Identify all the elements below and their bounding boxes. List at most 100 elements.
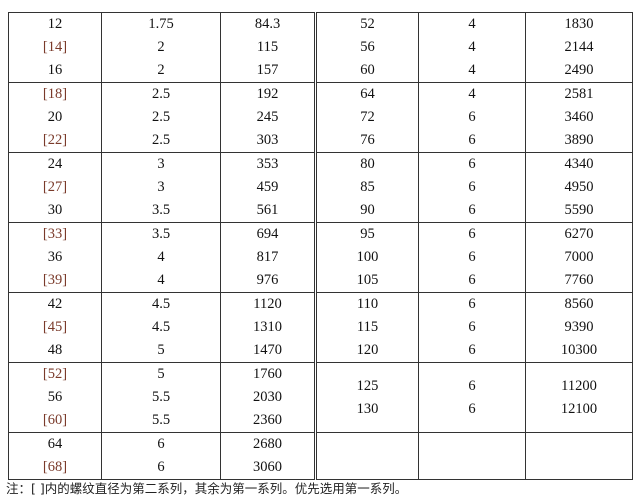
- pitch-value: 4: [468, 39, 476, 55]
- pitch-value: 3: [157, 179, 165, 195]
- pitch-value: 6: [468, 156, 476, 172]
- left-load-cell: 1120 1310 1470: [220, 292, 317, 363]
- right-load-cell: 11200 12100: [525, 362, 633, 433]
- left-pitch-cell: 2.5 2.5 2.5: [101, 82, 221, 153]
- right-load-cell: 2581 3460 3890: [525, 82, 633, 153]
- pitch-value: 1.75: [148, 16, 174, 32]
- pitch-value: 6: [468, 202, 476, 218]
- pitch-value: 6: [157, 436, 165, 452]
- diameter-value: 95: [360, 226, 375, 242]
- load-value: 2360: [253, 412, 282, 428]
- left-load-cell: 84.3 115 157: [220, 12, 317, 83]
- load-value: 9390: [564, 319, 594, 335]
- load-value: 115: [256, 39, 279, 55]
- diameter-value: [45]: [42, 319, 68, 335]
- pitch-value: 6: [468, 400, 476, 417]
- pitch-value: 3: [157, 156, 165, 172]
- diameter-value: 42: [47, 296, 63, 312]
- left-load-cell: 2680 3060: [220, 432, 317, 480]
- pitch-value: 2.5: [151, 132, 171, 148]
- right-pitch-cell: [418, 432, 526, 480]
- pitch-value: 4: [468, 16, 476, 32]
- diameter-value: 80: [360, 156, 375, 172]
- pitch-value: 2.5: [151, 86, 171, 102]
- load-value: 459: [256, 179, 279, 195]
- table-row-group: [18] 20 [22] 2.5 2.5 2.5 192 245 303 64 72 76 4 6 6 258…: [8, 82, 633, 153]
- diameter-value: 110: [356, 296, 379, 312]
- table-row-group: [33] 36 [39] 3.5 4 4 694 817 976 95 100 105 6 6 6 6270 7…: [8, 222, 633, 293]
- load-value: 1760: [253, 366, 282, 382]
- load-value: 3890: [564, 132, 594, 148]
- pitch-value: 6: [468, 132, 476, 148]
- pitch-value: 6: [468, 249, 476, 265]
- load-value: 2490: [564, 62, 594, 78]
- left-load-cell: 353 459 561: [220, 152, 317, 223]
- right-load-cell: 4340 4950 5590: [525, 152, 633, 223]
- load-value: 817: [256, 249, 279, 265]
- thread-data-table: 12 [14] 16 1.75 2 2 84.3 115 157 52 56 60 4 4 4 1830 214…: [8, 12, 633, 480]
- load-value: 84.3: [254, 16, 281, 32]
- left-load-cell: 192 245 303: [220, 82, 317, 153]
- table-row-group: 42 [45] 48 4.5 4.5 5 1120 1310 1470 110 115 120 6 6 6 8…: [8, 292, 633, 363]
- right-diameter-cell: 125 130: [315, 362, 419, 433]
- load-value: 10300: [560, 342, 598, 358]
- right-diameter-cell: 95 100 105: [315, 222, 419, 293]
- diameter-value: [33]: [42, 226, 68, 242]
- left-diameter-cell: [18] 20 [22]: [8, 82, 102, 153]
- table-row-group: 64 [68] 6 6 2680 3060: [8, 432, 633, 480]
- left-pitch-cell: 4.5 4.5 5: [101, 292, 221, 363]
- load-value: 561: [256, 202, 279, 218]
- right-diameter-cell: [315, 432, 419, 480]
- load-value: 303: [256, 132, 279, 148]
- diameter-value: 130: [356, 400, 379, 417]
- pitch-value: 6: [157, 459, 165, 475]
- diameter-value: [60]: [42, 412, 68, 428]
- pitch-value: 5.5: [151, 412, 171, 428]
- left-diameter-cell: 12 [14] 16: [8, 12, 102, 83]
- left-diameter-cell: 42 [45] 48: [8, 292, 102, 363]
- load-value: 245: [256, 109, 279, 125]
- diameter-value: 24: [47, 156, 63, 172]
- right-load-cell: 6270 7000 7760: [525, 222, 633, 293]
- load-value: 1470: [253, 342, 282, 358]
- diameter-value: 120: [356, 342, 379, 358]
- pitch-value: 6: [468, 109, 476, 125]
- pitch-value: 6: [468, 272, 476, 288]
- pitch-value: 2: [157, 62, 165, 78]
- load-value: 1830: [564, 16, 594, 32]
- right-diameter-cell: 52 56 60: [315, 12, 419, 83]
- load-value: 192: [256, 86, 279, 102]
- pitch-value: 4.5: [151, 319, 171, 335]
- diameter-value: [27]: [42, 179, 68, 195]
- pitch-value: 4.5: [151, 296, 171, 312]
- diameter-value: 100: [356, 249, 379, 265]
- pitch-value: 2: [157, 39, 165, 55]
- left-diameter-cell: [33] 36 [39]: [8, 222, 102, 293]
- diameter-value: 72: [360, 109, 375, 125]
- load-value: 3060: [253, 459, 282, 475]
- load-value: 353: [256, 156, 279, 172]
- pitch-value: 3.5: [151, 226, 171, 242]
- diameter-value: [52]: [42, 366, 68, 382]
- load-value: 2581: [564, 86, 594, 102]
- diameter-value: 64: [360, 86, 375, 102]
- pitch-value: 2.5: [151, 109, 171, 125]
- right-load-cell: 8560 9390 10300: [525, 292, 633, 363]
- diameter-value: 76: [360, 132, 375, 148]
- diameter-value: 52: [360, 16, 375, 32]
- diameter-value: 30: [47, 202, 63, 218]
- diameter-value: 12: [47, 16, 63, 32]
- diameter-value: [39]: [42, 272, 68, 288]
- pitch-value: 6: [468, 296, 476, 312]
- left-pitch-cell: 3.5 4 4: [101, 222, 221, 293]
- left-diameter-cell: 64 [68]: [8, 432, 102, 480]
- load-value: 6270: [564, 226, 594, 242]
- right-diameter-cell: 80 85 90: [315, 152, 419, 223]
- left-diameter-cell: [52] 56 [60]: [8, 362, 102, 433]
- diameter-value: [14]: [42, 39, 68, 55]
- load-value: 8560: [564, 296, 594, 312]
- right-load-cell: 1830 2144 2490: [525, 12, 633, 83]
- load-value: 1120: [253, 296, 282, 312]
- load-value: 7760: [564, 272, 594, 288]
